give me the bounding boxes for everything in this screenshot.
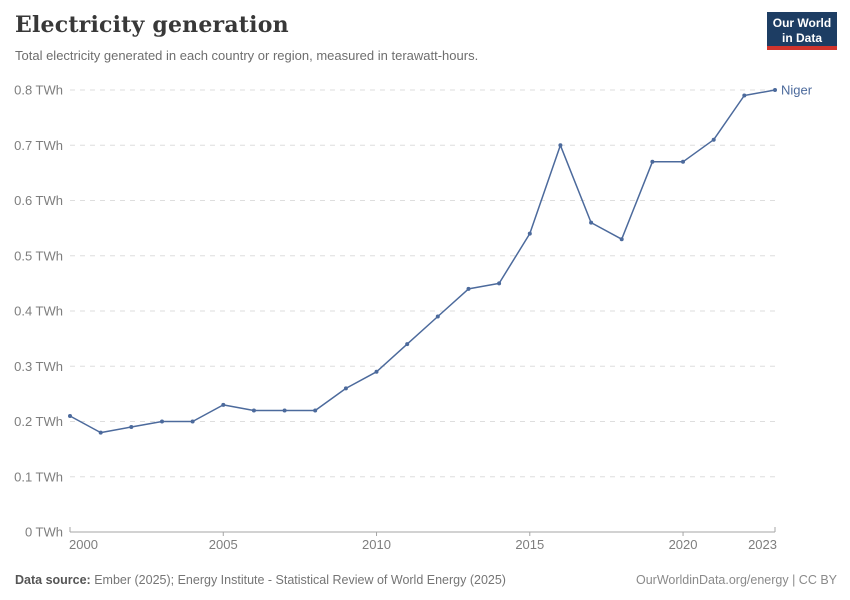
data-point[interactable]	[98, 430, 103, 435]
data-point[interactable]	[527, 231, 532, 236]
x-axis-tick-label: 2015	[515, 537, 544, 552]
footer-license-link[interactable]: OurWorldinData.org/energy | CC BY	[635, 573, 837, 587]
owid-logo-line2: in Data	[781, 30, 822, 45]
data-point[interactable]	[589, 220, 594, 225]
data-point[interactable]	[711, 137, 716, 142]
y-axis-tick-label: 0.8 TWh	[14, 83, 63, 98]
data-point[interactable]	[650, 159, 655, 164]
chart-subtitle: Total electricity generated in each coun…	[15, 48, 479, 63]
data-point[interactable]	[160, 419, 164, 424]
y-axis-tick-label: 0.1 TWh	[14, 469, 63, 484]
data-point[interactable]	[129, 425, 134, 429]
data-source-text: Ember (2025); Energy Institute - Statist…	[94, 573, 506, 587]
series-end-label[interactable]: Niger	[781, 83, 813, 98]
data-point[interactable]	[466, 286, 471, 291]
data-point[interactable]	[374, 369, 379, 374]
chart-footer: Data source: Ember (2025); Energy Instit…	[15, 573, 837, 587]
y-axis-tick-label: 0.6 TWh	[14, 193, 63, 208]
data-point[interactable]	[742, 93, 747, 98]
data-source-label: Data source:	[15, 573, 91, 587]
data-point[interactable]	[221, 402, 226, 407]
y-axis-tick-label: 0.4 TWh	[14, 304, 63, 319]
data-point[interactable]	[558, 143, 563, 148]
data-point[interactable]	[68, 414, 72, 418]
data-source-note: Data source: Ember (2025); Energy Instit…	[15, 573, 506, 587]
y-axis-tick-label: 0.5 TWh	[14, 248, 63, 263]
x-axis-tick-label: 2010	[362, 537, 391, 552]
data-point[interactable]	[251, 408, 256, 413]
x-axis-tick-label: 2005	[209, 537, 238, 552]
data-point[interactable]	[313, 408, 318, 413]
data-point[interactable]	[282, 408, 287, 413]
x-axis-tick-label: 2000	[69, 537, 98, 552]
data-point[interactable]	[190, 419, 195, 424]
data-point[interactable]	[497, 281, 502, 286]
x-axis-tick-label: 2020	[669, 537, 698, 552]
chart-title: Electricity generation	[15, 12, 289, 38]
y-axis-tick-label: 0.7 TWh	[14, 138, 63, 153]
y-axis-tick-label: 0.3 TWh	[14, 359, 63, 374]
y-axis-tick-label: 0 TWh	[25, 525, 63, 540]
data-point[interactable]	[619, 237, 624, 242]
data-point[interactable]	[343, 386, 348, 391]
data-point[interactable]	[435, 314, 440, 319]
x-axis-tick-label: 2023	[748, 537, 777, 552]
data-point[interactable]	[773, 88, 777, 92]
data-point[interactable]	[681, 159, 685, 164]
owid-logo[interactable]: Our World in Data	[767, 12, 837, 50]
owid-logo-line1: Our World	[772, 16, 832, 30]
series-line	[69, 89, 776, 434]
data-point[interactable]	[405, 342, 410, 347]
y-axis-tick-label: 0.2 TWh	[14, 414, 63, 429]
